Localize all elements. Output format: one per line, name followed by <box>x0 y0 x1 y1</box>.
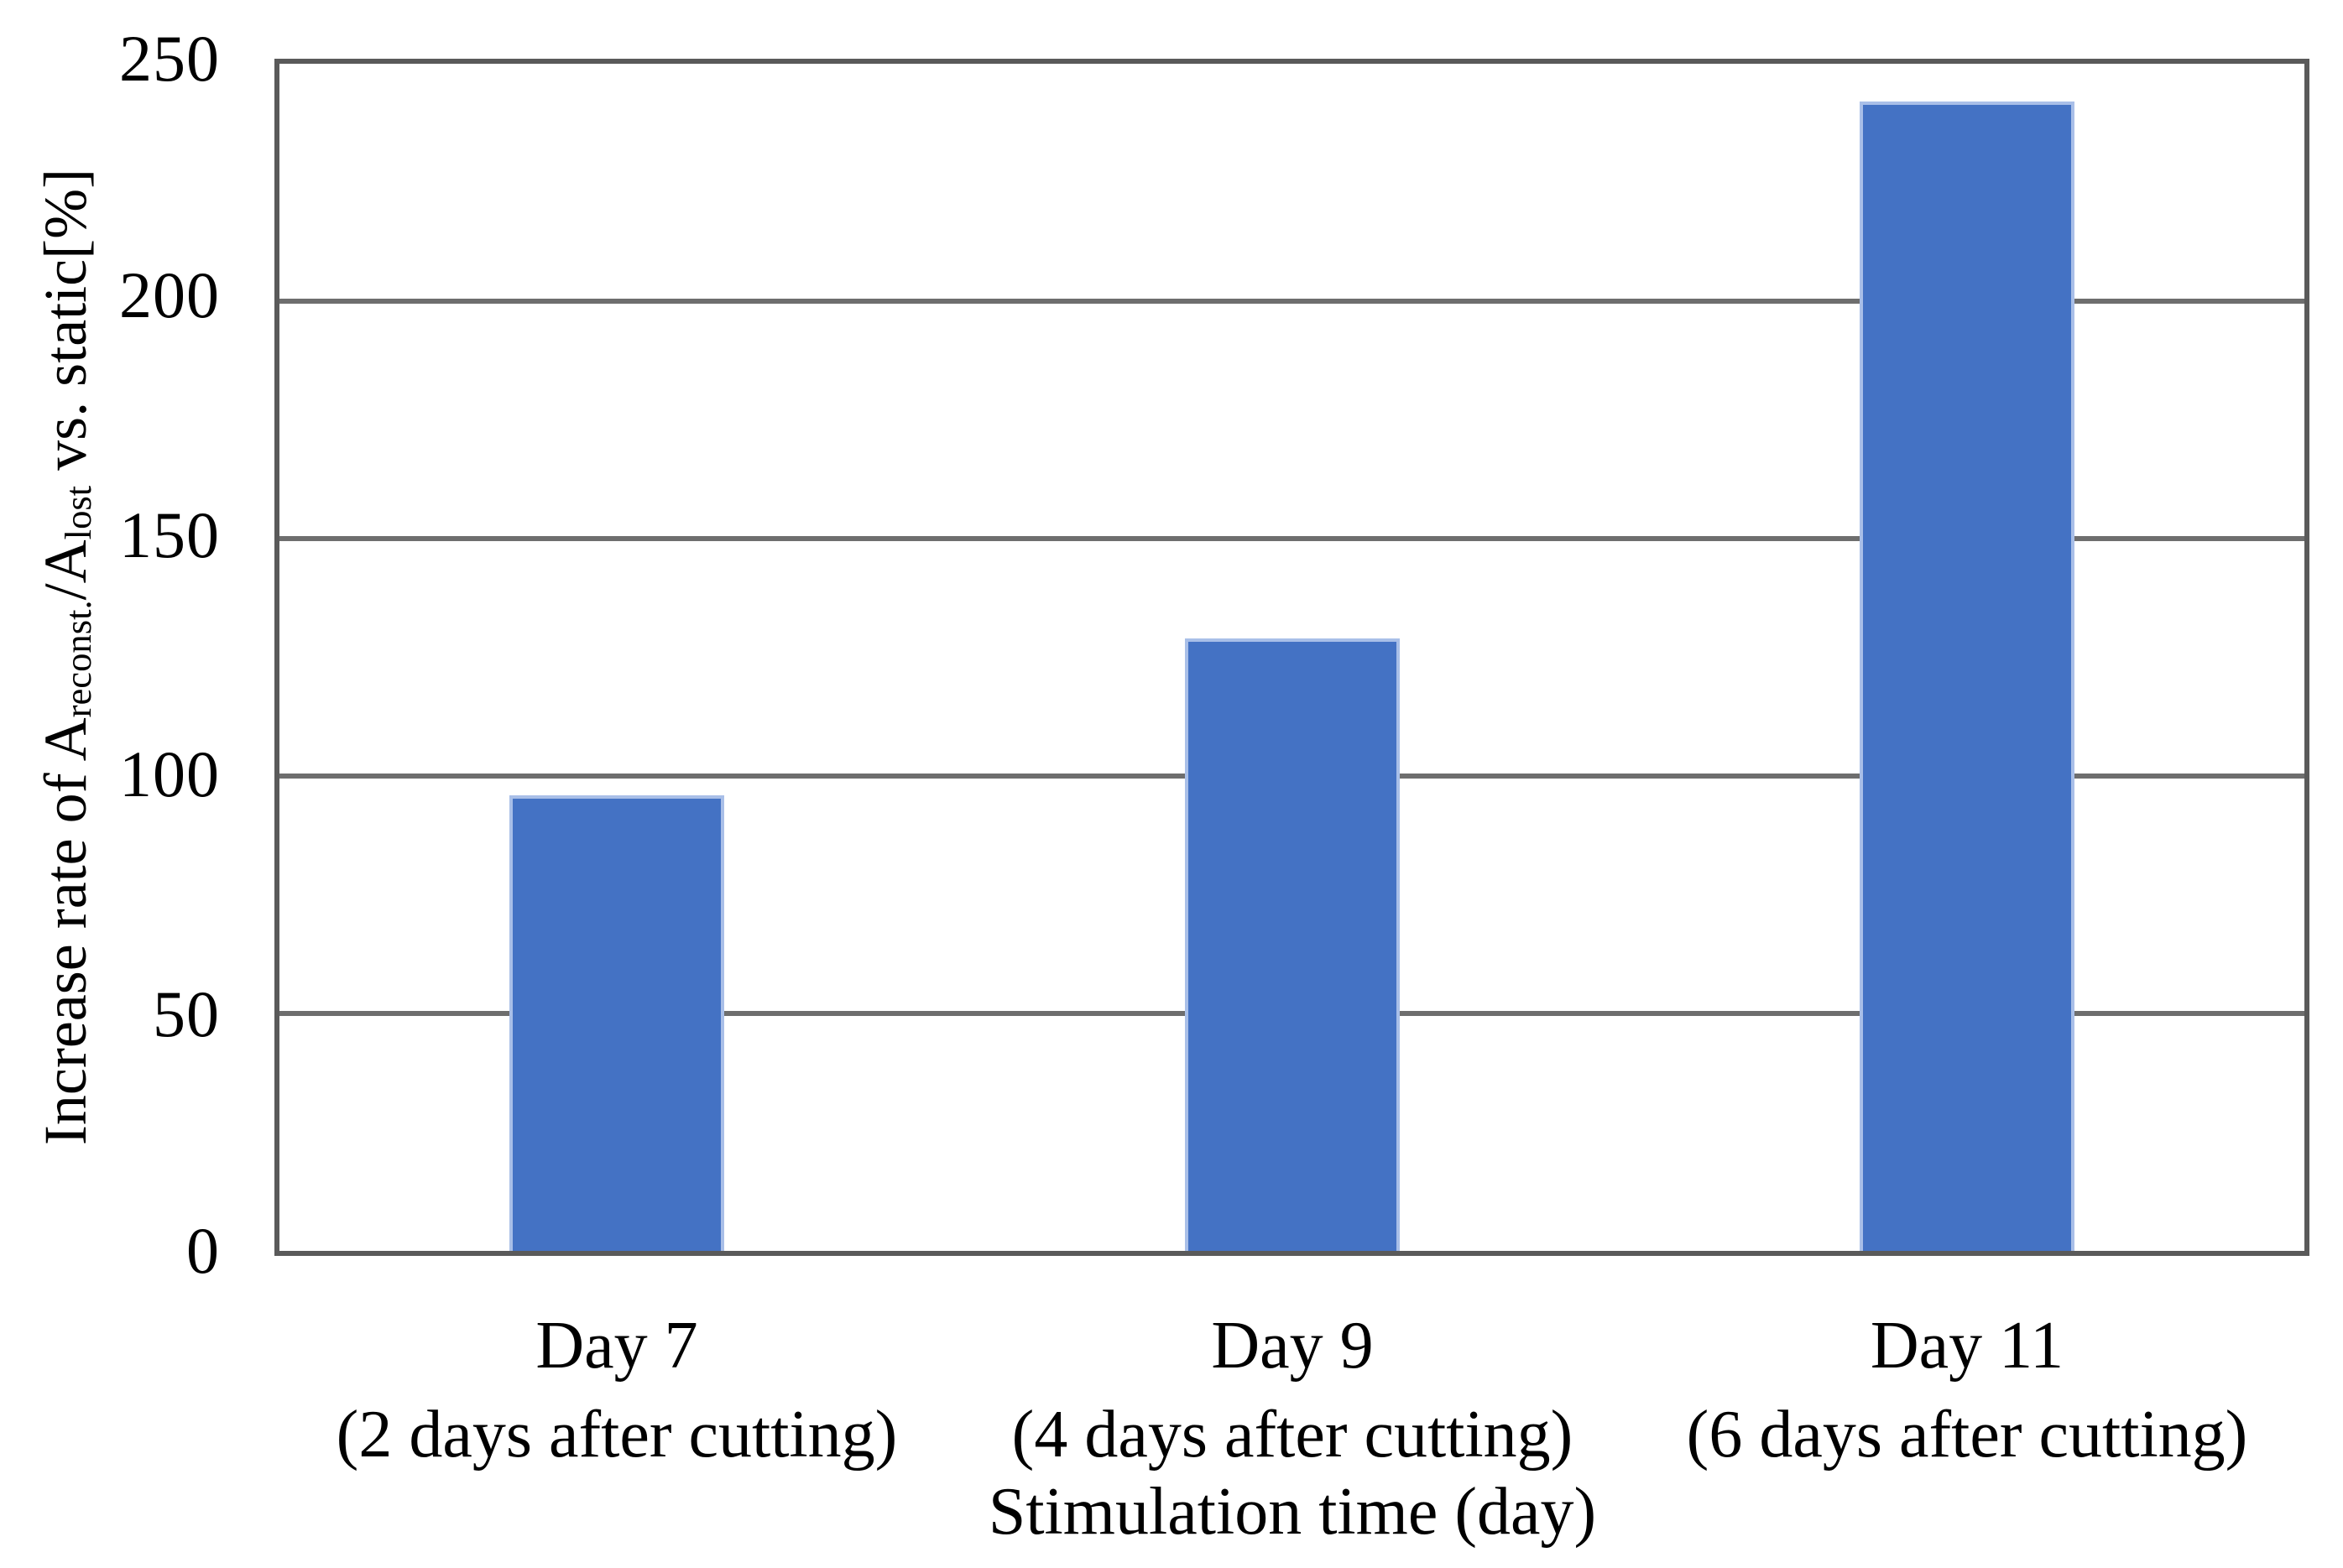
y-tick-label-50: 50 <box>153 977 220 1050</box>
category-sublabel: (4 days after cutting) <box>1011 1397 1573 1472</box>
x-category-label-day-7: Day 7 (2 days after cutting) <box>130 1302 1104 1479</box>
bar-day-7 <box>509 795 724 1251</box>
y-tick-label-100: 100 <box>119 737 220 810</box>
category-name: Day 7 <box>535 1309 698 1383</box>
plot-area <box>274 59 2309 1256</box>
gridline-200 <box>279 299 2304 304</box>
y-tick-label-150: 150 <box>119 498 220 571</box>
plot-inner <box>279 64 2304 1251</box>
category-sublabel: (6 days after cutting) <box>1686 1397 2248 1472</box>
x-category-label-day-9: Day 9 (4 days after cutting) <box>806 1302 1779 1479</box>
y-tick-label-0: 0 <box>186 1214 220 1287</box>
category-name: Day 11 <box>1870 1309 2064 1383</box>
category-name: Day 9 <box>1211 1309 1374 1383</box>
y-tick-label-200: 200 <box>119 258 220 331</box>
category-sublabel: (2 days after cutting) <box>336 1397 898 1472</box>
y-tick-label-250: 250 <box>119 22 220 95</box>
y-axis-title-subscript-reconst: reconst. <box>57 600 100 718</box>
bar-day-11 <box>1860 102 2074 1251</box>
bar-day-9 <box>1185 638 1400 1251</box>
gridline-150 <box>279 536 2304 541</box>
x-axis-title: Stimulation time (day) <box>988 1475 1597 1549</box>
x-category-label-day-11: Day 11 (6 days after cutting) <box>1480 1302 2343 1479</box>
